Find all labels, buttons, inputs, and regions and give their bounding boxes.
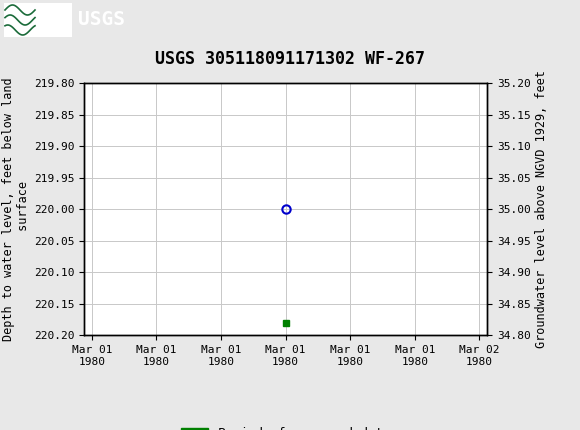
Text: USGS 305118091171302 WF-267: USGS 305118091171302 WF-267 xyxy=(155,50,425,68)
Legend: Period of approved data: Period of approved data xyxy=(176,422,396,430)
Bar xyxy=(4,3,72,37)
Y-axis label: Groundwater level above NGVD 1929, feet: Groundwater level above NGVD 1929, feet xyxy=(535,70,548,348)
Y-axis label: Depth to water level, feet below land
 surface: Depth to water level, feet below land su… xyxy=(2,77,30,341)
Text: USGS: USGS xyxy=(78,10,125,30)
